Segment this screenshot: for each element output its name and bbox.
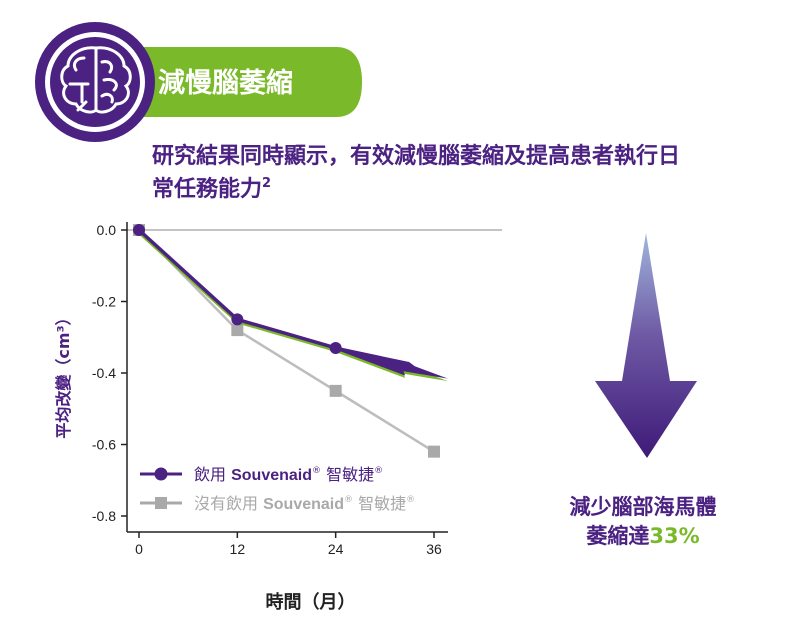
y-tick-label: -0.4	[92, 365, 116, 381]
header-badge: 減慢腦萎縮	[35, 22, 362, 142]
legend-marker-icon	[155, 497, 167, 509]
callout-percentage: 33%	[649, 524, 699, 548]
x-axis-label: 時間（月）	[266, 592, 356, 613]
badge-title: 減慢腦萎縮	[158, 67, 293, 99]
series-marker-with-souvenaid	[329, 341, 342, 354]
series-marker-without-souvenaid	[231, 324, 244, 337]
subtitle-superscript: 2	[262, 176, 271, 191]
y-axis-label: 平均改變（cm³）	[54, 309, 73, 438]
x-tick-label: 24	[328, 541, 344, 557]
trend-arrow-icon	[335, 346, 448, 379]
y-tick-label: -0.2	[92, 294, 116, 310]
x-tick-label: 36	[426, 541, 442, 557]
series-line-without-souvenaid	[138, 229, 435, 453]
series-marker-with-souvenaid	[231, 313, 244, 326]
legend-label: 沒有飲用 Souvenaid® 智敏捷®	[194, 494, 415, 513]
subtitle-line-2: 常任務能力2	[152, 176, 271, 202]
series-marker-without-souvenaid	[329, 384, 342, 397]
legend-marker-icon	[154, 467, 168, 481]
badge-green-pill	[100, 47, 362, 117]
callout-line-2-text: 萎縮達	[585, 524, 649, 548]
series-marker-without-souvenaid	[428, 445, 440, 458]
subtitle-line-1: 研究結果同時顯示，有效減慢腦萎縮及提高患者執行日	[152, 143, 680, 169]
y-tick-label: -0.8	[92, 508, 116, 524]
legend-label: 飲用 Souvenaid® 智敏捷®	[194, 465, 383, 484]
callout-line-2: 萎縮達33%	[585, 524, 699, 548]
brain-icon	[60, 46, 132, 114]
x-tick-label: 0	[135, 541, 143, 557]
callout-line-1: 減少腦部海馬體	[570, 495, 717, 519]
series-marker-with-souvenaid	[133, 224, 145, 236]
chart-legend: 飲用 Souvenaid® 智敏捷® 沒有飲用 Souvenaid® 智敏捷®	[140, 465, 415, 513]
legend-item: 飲用 Souvenaid® 智敏捷®	[140, 465, 383, 484]
line-chart: 0.0 -0.2 -0.4 -0.6 -0.8 0 12 24 36 時間（月） 平均改變（cm³）…	[54, 222, 502, 613]
x-tick-label: 12	[230, 541, 246, 557]
y-tick-label: 0.0	[97, 222, 117, 238]
y-tick-label: -0.6	[92, 437, 116, 453]
big-down-arrow-icon	[595, 233, 697, 458]
subtitle-line-2-text: 常任務能力	[152, 176, 262, 202]
legend-item: 沒有飲用 Souvenaid® 智敏捷®	[140, 494, 415, 513]
